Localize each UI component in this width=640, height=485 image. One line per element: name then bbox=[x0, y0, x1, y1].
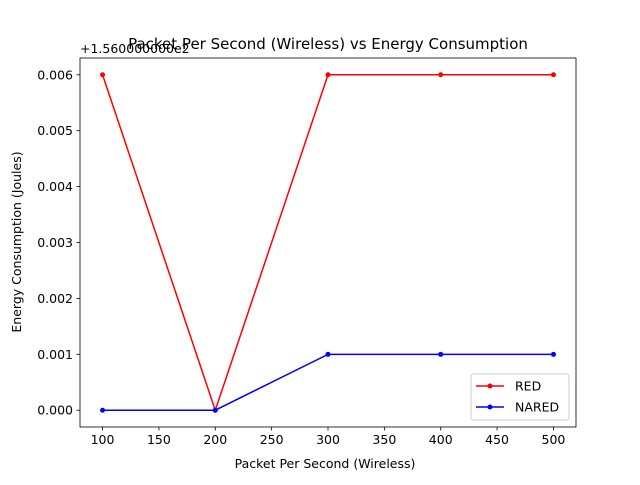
chart-title: Packet Per Second (Wireless) vs Energy C… bbox=[128, 35, 528, 53]
y-tick-label: 0.004 bbox=[37, 179, 73, 194]
x-tick-label: 450 bbox=[485, 432, 509, 447]
data-point-red bbox=[100, 72, 106, 78]
data-point-nared bbox=[438, 351, 444, 357]
legend-marker-nared bbox=[487, 404, 493, 410]
x-tick-label: 250 bbox=[260, 432, 284, 447]
y-tick-label: 0.000 bbox=[37, 403, 73, 418]
x-tick-label: 350 bbox=[372, 432, 396, 447]
series-layer bbox=[100, 72, 556, 413]
y-tick-label: 0.006 bbox=[37, 67, 73, 82]
data-point-red bbox=[325, 72, 331, 78]
data-point-red bbox=[550, 72, 556, 78]
legend-label-red: RED bbox=[515, 379, 541, 394]
x-tick-label: 200 bbox=[203, 432, 227, 447]
x-tick-label: 500 bbox=[542, 432, 566, 447]
x-tick-label: 100 bbox=[91, 432, 115, 447]
y-axis-label: Energy Consumption (Joules) bbox=[9, 151, 24, 332]
data-point-nared bbox=[325, 351, 331, 357]
x-tick-label: 400 bbox=[429, 432, 453, 447]
data-point-red bbox=[438, 72, 444, 78]
legend: RED NARED bbox=[470, 373, 570, 421]
y-tick-label: 0.001 bbox=[37, 347, 73, 362]
data-point-nared bbox=[550, 351, 556, 357]
data-point-nared bbox=[100, 407, 106, 413]
legend-label-nared: NARED bbox=[515, 400, 559, 415]
x-tick-label: 150 bbox=[147, 432, 171, 447]
y-tick-label: 0.003 bbox=[37, 235, 73, 250]
x-axis-label: Packet Per Second (Wireless) bbox=[235, 456, 416, 471]
ticks-layer: 100 150 200 250 300 350 400 450 500 0.000 0.001 0.0… bbox=[37, 67, 565, 447]
y-tick-label: 0.002 bbox=[37, 291, 73, 306]
y-tick-label: 0.005 bbox=[37, 123, 73, 138]
data-point-nared bbox=[212, 407, 218, 413]
x-tick-label: 300 bbox=[316, 432, 340, 447]
y-axis-offset-label: +1.560000000e2 bbox=[80, 41, 190, 56]
legend-marker-red bbox=[487, 383, 493, 389]
